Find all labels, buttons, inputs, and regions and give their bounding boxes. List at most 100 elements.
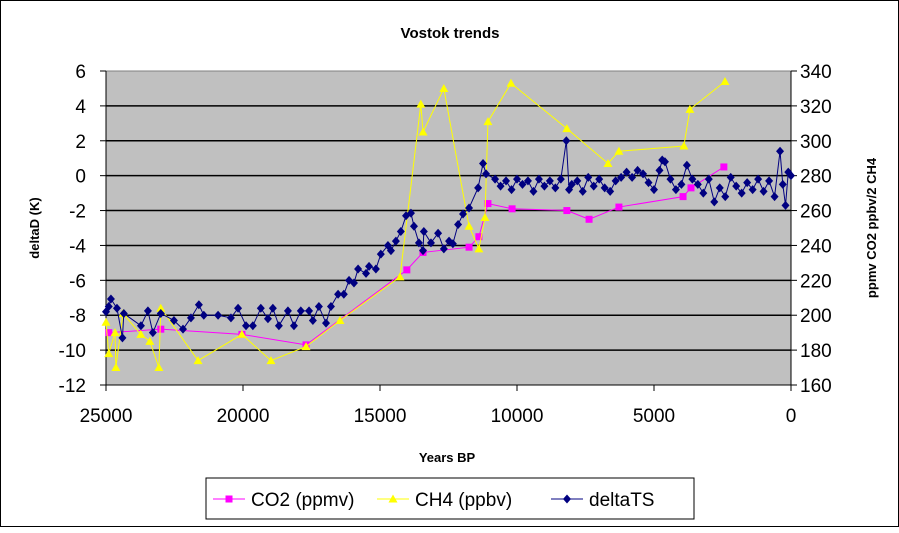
data-point xyxy=(256,303,265,313)
data-point xyxy=(720,163,728,171)
x-axis-label: Years BP xyxy=(419,450,476,465)
data-point xyxy=(403,266,411,274)
data-point xyxy=(759,186,768,196)
data-point xyxy=(434,228,443,238)
data-point xyxy=(677,179,686,189)
y-tick-label: -10 xyxy=(59,341,86,362)
y-right-tick-label: 320 xyxy=(800,97,832,118)
data-point xyxy=(186,313,195,323)
y-axis-right-label: ppmv CO2 ppbv/2 CH4 xyxy=(864,157,879,298)
data-point xyxy=(732,181,741,191)
data-point xyxy=(699,188,708,198)
data-point xyxy=(482,169,491,179)
data-point xyxy=(409,221,418,231)
data-point xyxy=(283,306,292,316)
data-point xyxy=(748,185,757,195)
data-point xyxy=(754,174,763,184)
data-point xyxy=(154,363,164,372)
data-point xyxy=(474,183,483,193)
data-point xyxy=(322,318,331,328)
data-point xyxy=(396,226,405,236)
data-point xyxy=(573,176,582,186)
data-point xyxy=(118,333,127,343)
data-point xyxy=(454,220,463,230)
data-point xyxy=(464,221,474,230)
data-point xyxy=(136,321,145,331)
data-point xyxy=(704,174,713,184)
data-point xyxy=(474,244,484,253)
data-point xyxy=(362,268,371,278)
y-tick-label: 4 xyxy=(75,97,86,118)
y-tick-label: 0 xyxy=(75,167,86,188)
data-point xyxy=(655,165,664,175)
y-tick-label: -2 xyxy=(69,202,86,223)
x-tick-label: 5000 xyxy=(633,406,675,427)
data-point xyxy=(726,172,735,182)
data-point xyxy=(682,160,691,170)
data-point xyxy=(199,310,208,320)
data-point xyxy=(326,302,335,311)
x-tick-label: 20000 xyxy=(217,406,270,427)
x-tick-label: 10000 xyxy=(491,406,544,427)
data-point xyxy=(112,303,121,313)
data-point xyxy=(615,203,623,211)
data-point xyxy=(448,239,457,249)
data-point xyxy=(335,315,345,324)
data-point xyxy=(242,321,251,331)
data-point xyxy=(439,244,448,254)
data-point xyxy=(483,117,493,126)
data-point xyxy=(693,179,702,189)
data-point xyxy=(622,167,631,177)
data-point xyxy=(376,249,385,259)
chart-title: Vostok trends xyxy=(401,25,500,42)
data-point xyxy=(491,174,500,184)
data-point xyxy=(639,169,648,179)
y-tick-label: 6 xyxy=(75,62,86,83)
data-point xyxy=(395,272,405,281)
data-point xyxy=(617,172,626,182)
data-point xyxy=(545,176,554,186)
data-point xyxy=(314,302,323,311)
legend-item: deltaTS xyxy=(551,490,654,511)
data-point xyxy=(710,197,719,207)
data-point xyxy=(101,317,111,326)
data-point xyxy=(737,188,746,198)
series-ch4 xyxy=(101,76,730,372)
data-point xyxy=(419,246,428,256)
data-point xyxy=(770,192,779,202)
data-point xyxy=(666,174,675,184)
data-point xyxy=(214,310,223,320)
legend-label: deltaTS xyxy=(589,490,654,511)
data-point xyxy=(787,171,795,181)
y-right-tick-label: 180 xyxy=(800,341,832,362)
data-point xyxy=(484,200,492,208)
legend-marker xyxy=(388,494,398,503)
data-point xyxy=(563,207,571,215)
axes: 6 340 4 320 2 300 0 280 -2 260 -4 240 -6 220 -8 200 -10 1… xyxy=(59,62,832,427)
series-group xyxy=(101,76,795,372)
data-point xyxy=(529,186,538,196)
data-point xyxy=(308,315,317,325)
data-point xyxy=(339,289,348,299)
data-point xyxy=(156,308,165,318)
data-point xyxy=(459,209,468,219)
data-point xyxy=(157,325,165,333)
data-point xyxy=(671,185,680,195)
data-point xyxy=(106,294,115,304)
data-point xyxy=(234,303,243,313)
legend: CO2 (ppmv) CH4 (ppbv) deltaTS xyxy=(205,477,695,520)
data-point xyxy=(274,321,283,331)
data-point xyxy=(584,172,593,182)
data-point xyxy=(562,124,572,133)
data-point xyxy=(301,342,311,351)
data-point xyxy=(305,306,314,316)
data-point xyxy=(603,158,613,167)
data-point xyxy=(720,76,730,85)
data-point xyxy=(781,200,790,210)
y-right-tick-label: 240 xyxy=(800,236,832,257)
y-axis-label: deltaD (K) xyxy=(27,197,42,258)
data-point xyxy=(679,193,687,201)
data-point xyxy=(589,181,598,191)
data-point xyxy=(418,127,428,136)
